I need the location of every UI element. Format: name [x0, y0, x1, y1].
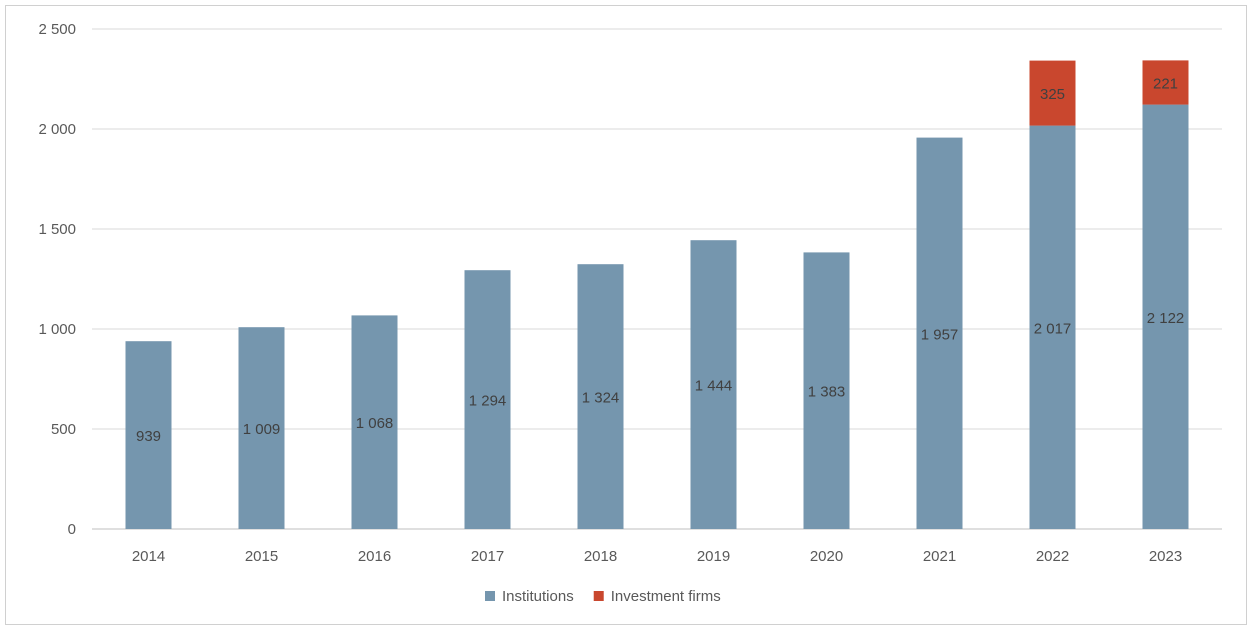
data-labels: 939 1 009 1 068 1 294 1 324 1 444 1 383 1 957 2 …: [136, 76, 1184, 446]
data-label-institutions-2020: 1 383: [808, 384, 846, 401]
data-label-institutions-2015: 1 009: [243, 421, 281, 438]
data-label-institutions-2016: 1 068: [356, 415, 394, 432]
data-label-institutions-2023: 2 122: [1147, 310, 1185, 327]
data-label-institutions-2014: 939: [136, 428, 161, 445]
y-tick-label: 2 000: [38, 121, 76, 138]
bar-institutions-2015: [238, 327, 285, 529]
x-tick-label: 2015: [245, 548, 278, 565]
x-tick-label: 2018: [584, 548, 617, 565]
y-tick-label: 1 500: [38, 221, 76, 238]
x-axis-labels: 2014 2015 2016 2017 2018 2019 2020 2021 2022 2023: [132, 548, 1182, 565]
x-tick-label: 2022: [1036, 548, 1069, 565]
bar-institutions-2020: [803, 252, 850, 529]
legend-label-institutions: Institutions: [502, 588, 574, 605]
legend-swatch-institutions: [485, 591, 495, 601]
bar-institutions-2023: [1142, 104, 1189, 529]
x-tick-label: 2020: [810, 548, 843, 565]
x-tick-label: 2014: [132, 548, 165, 565]
legend: Institutions Investment firms: [485, 588, 721, 605]
y-tick-label: 2 500: [38, 21, 76, 38]
data-label-institutions-2022: 2 017: [1034, 320, 1072, 337]
bar-institutions-2018: [577, 264, 624, 529]
y-tick-label: 1 000: [38, 321, 76, 338]
x-tick-label: 2016: [358, 548, 391, 565]
x-tick-label: 2021: [923, 548, 956, 565]
bars: [125, 60, 1189, 529]
y-axis-labels: 0 500 1 000 1 500 2 000 2 500: [38, 21, 76, 538]
legend-label-investment-firms: Investment firms: [611, 588, 721, 605]
bar-institutions-2019: [690, 240, 737, 529]
bar-investment-firms-2023: [1142, 60, 1189, 105]
bar-institutions-2021: [916, 137, 963, 529]
bar-institutions-2017: [464, 270, 511, 529]
bar-institutions-2014: [125, 341, 172, 529]
legend-swatch-investment-firms: [593, 591, 604, 601]
bar-institutions-2016: [351, 315, 398, 529]
data-label-institutions-2019: 1 444: [695, 378, 733, 395]
x-tick-label: 2019: [697, 548, 730, 565]
data-label-investment-firms-2022: 325: [1040, 86, 1065, 103]
data-label-institutions-2021: 1 957: [921, 326, 959, 343]
y-tick-label: 500: [51, 421, 76, 438]
data-label-investment-firms-2023: 221: [1153, 76, 1178, 93]
x-tick-label: 2023: [1149, 548, 1182, 565]
bar-institutions-2022: [1029, 125, 1076, 529]
x-tick-label: 2017: [471, 548, 504, 565]
data-label-institutions-2017: 1 294: [469, 393, 507, 410]
bar-investment-firms-2022: [1029, 60, 1076, 126]
data-label-institutions-2018: 1 324: [582, 390, 620, 407]
y-tick-label: 0: [68, 521, 76, 538]
